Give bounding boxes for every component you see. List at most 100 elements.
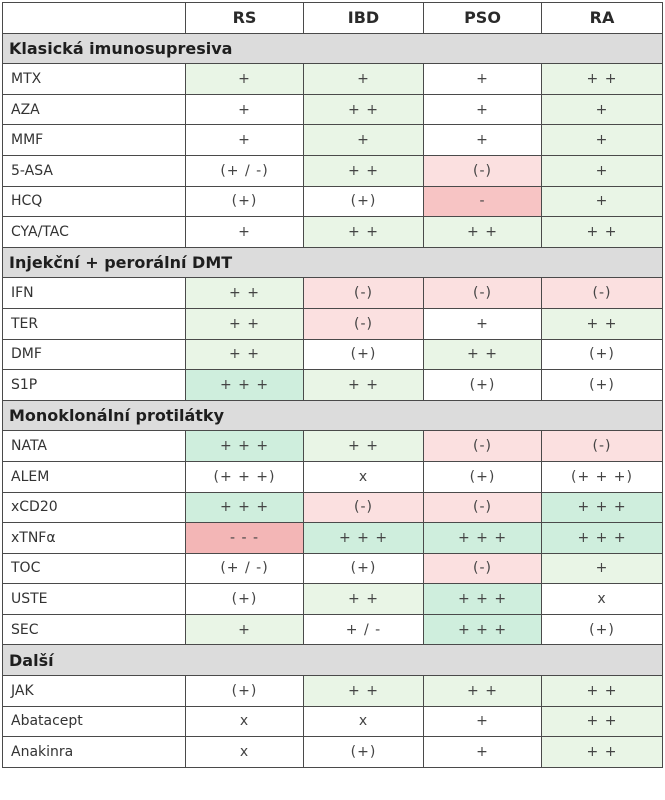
section-row: Klasická imunosupresiva bbox=[2, 32, 663, 65]
value-cell-pso: (-) bbox=[423, 491, 542, 524]
table-row: Abatacept x x + + + bbox=[2, 705, 663, 738]
value-cell-ra: (+ + +) bbox=[541, 460, 663, 493]
table-row: IFN + + (-) (-) (-) bbox=[2, 277, 663, 309]
value-cell-ibd: + + bbox=[303, 93, 424, 126]
table-row: JAK (+) + + + + + + bbox=[2, 675, 663, 707]
value-cell-rs: + bbox=[185, 93, 304, 126]
drug-name-cell: TOC bbox=[2, 552, 186, 585]
table-row: MTX + + + + + bbox=[2, 63, 663, 95]
value-cell-rs: - - - bbox=[185, 522, 304, 554]
value-cell-ra: (+) bbox=[541, 369, 663, 401]
table-row: 5-ASA (+ / -) + + (-) + bbox=[2, 154, 663, 187]
value-cell-pso: + + bbox=[423, 216, 542, 248]
value-cell-rs: + bbox=[185, 216, 304, 248]
value-cell-ra: + + bbox=[541, 216, 663, 248]
value-cell-pso: + bbox=[423, 93, 542, 126]
value-cell-ra: + + + bbox=[541, 491, 663, 524]
value-cell-rs: (+ / -) bbox=[185, 552, 304, 585]
drug-name-cell: TER bbox=[2, 307, 186, 340]
value-cell-pso: (-) bbox=[423, 430, 542, 462]
table-row: HCQ (+) (+) - + bbox=[2, 185, 663, 218]
value-cell-ra: + bbox=[541, 124, 663, 156]
value-cell-ibd: (+) bbox=[303, 552, 424, 585]
drug-name-cell: 5-ASA bbox=[2, 154, 186, 187]
table-row: TER + + (-) + + + bbox=[2, 307, 663, 340]
value-cell-ibd: (+) bbox=[303, 338, 424, 371]
value-cell-pso: + bbox=[423, 307, 542, 340]
value-cell-pso: (+) bbox=[423, 369, 542, 401]
drug-name-cell: SEC bbox=[2, 613, 186, 646]
value-cell-ibd: (-) bbox=[303, 491, 424, 524]
value-cell-pso: + bbox=[423, 736, 542, 768]
drug-name-cell: USTE bbox=[2, 583, 186, 615]
value-cell-rs: + + bbox=[185, 338, 304, 371]
value-cell-pso: (-) bbox=[423, 154, 542, 187]
header-corner-cell bbox=[2, 2, 186, 34]
value-cell-rs: x bbox=[185, 705, 304, 738]
value-cell-ra: + + bbox=[541, 705, 663, 738]
value-cell-ibd: + + bbox=[303, 154, 424, 187]
value-cell-ra: + + + bbox=[541, 522, 663, 554]
value-cell-ibd: + bbox=[303, 63, 424, 95]
drug-name-cell: CYA/TAC bbox=[2, 216, 186, 248]
value-cell-pso: + + bbox=[423, 675, 542, 707]
value-cell-rs: + + bbox=[185, 307, 304, 340]
value-cell-ibd: + + bbox=[303, 430, 424, 462]
table-row: TOC (+ / -) (+) (-) + bbox=[2, 552, 663, 585]
value-cell-rs: + bbox=[185, 63, 304, 95]
table-row: xCD20 + + + (-) (-) + + + bbox=[2, 491, 663, 524]
value-cell-ibd: + + bbox=[303, 675, 424, 707]
value-cell-rs: + + + bbox=[185, 369, 304, 401]
table-row: NATA + + + + + (-) (-) bbox=[2, 430, 663, 462]
value-cell-rs: x bbox=[185, 736, 304, 768]
table-row: S1P + + + + + (+) (+) bbox=[2, 369, 663, 401]
value-cell-ra: (-) bbox=[541, 430, 663, 462]
table-row: MMF + + + + bbox=[2, 124, 663, 156]
table-row: CYA/TAC + + + + + + + bbox=[2, 216, 663, 248]
value-cell-ra: + bbox=[541, 552, 663, 585]
value-cell-ibd: x bbox=[303, 460, 424, 493]
value-cell-pso: (-) bbox=[423, 552, 542, 585]
value-cell-rs: + + + bbox=[185, 491, 304, 524]
value-cell-ra: + + bbox=[541, 675, 663, 707]
drug-name-cell: HCQ bbox=[2, 185, 186, 218]
drug-name-cell: JAK bbox=[2, 675, 186, 707]
value-cell-pso: + bbox=[423, 63, 542, 95]
value-cell-rs: (+) bbox=[185, 675, 304, 707]
value-cell-ra: + bbox=[541, 185, 663, 218]
value-cell-rs: + bbox=[185, 124, 304, 156]
section-row: Monoklonální protilátky bbox=[2, 399, 663, 432]
value-cell-ra: (+) bbox=[541, 613, 663, 646]
header-row: RS IBD PSO RA bbox=[2, 2, 663, 34]
section-title: Monoklonální protilátky bbox=[2, 399, 663, 432]
value-cell-ibd: + bbox=[303, 124, 424, 156]
value-cell-ra: (+) bbox=[541, 338, 663, 371]
efficacy-table: RS IBD PSO RA Klasická imunosupresiva MTX… bbox=[2, 2, 663, 768]
value-cell-ibd: + + bbox=[303, 583, 424, 615]
header-ibd: IBD bbox=[303, 2, 424, 34]
section-title: Injekční + perorální DMT bbox=[2, 246, 663, 279]
value-cell-ra: x bbox=[541, 583, 663, 615]
value-cell-ra: + bbox=[541, 154, 663, 187]
value-cell-ibd: (+) bbox=[303, 185, 424, 218]
value-cell-ibd: (-) bbox=[303, 277, 424, 309]
value-cell-pso: + + + bbox=[423, 613, 542, 646]
drug-name-cell: MTX bbox=[2, 63, 186, 95]
header-rs: RS bbox=[185, 2, 304, 34]
table-body: Klasická imunosupresiva MTX + + + + + AZA + + + +… bbox=[2, 32, 663, 768]
drug-name-cell: AZA bbox=[2, 93, 186, 126]
table-row: SEC + + / - + + + (+) bbox=[2, 613, 663, 646]
drug-name-cell: xTNFα bbox=[2, 522, 186, 554]
table-row: Anakinra x (+) + + + bbox=[2, 736, 663, 768]
value-cell-rs: (+) bbox=[185, 583, 304, 615]
value-cell-ra: + + bbox=[541, 63, 663, 95]
drug-name-cell: MMF bbox=[2, 124, 186, 156]
drug-name-cell: S1P bbox=[2, 369, 186, 401]
drug-name-cell: ALEM bbox=[2, 460, 186, 493]
table-row: USTE (+) + + + + + x bbox=[2, 583, 663, 615]
header-ra: RA bbox=[541, 2, 663, 34]
value-cell-ra: + bbox=[541, 93, 663, 126]
header-pso: PSO bbox=[423, 2, 542, 34]
value-cell-ibd: + / - bbox=[303, 613, 424, 646]
drug-name-cell: NATA bbox=[2, 430, 186, 462]
